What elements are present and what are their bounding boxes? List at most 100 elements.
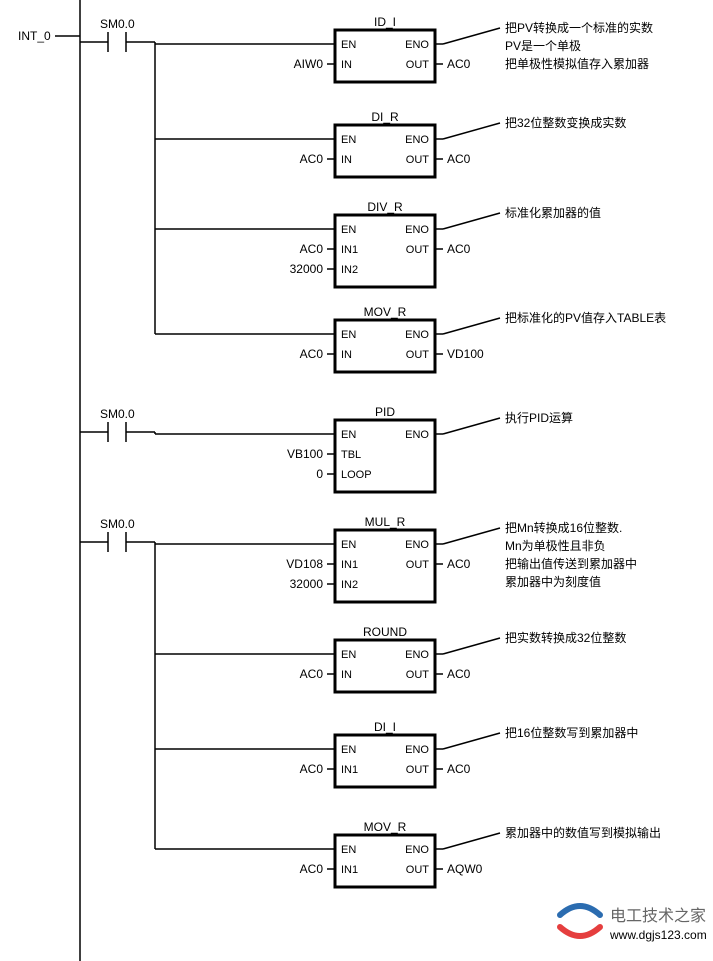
comment-text: 把16位整数写到累加器中 xyxy=(505,725,638,740)
port-right-name: OUT xyxy=(406,59,430,71)
port-right-value: AC0 xyxy=(447,242,471,256)
comment-text: 把输出值传送到累加器中 xyxy=(505,556,637,571)
port-left-name: EN xyxy=(341,844,356,856)
function-block xyxy=(335,640,435,692)
port-left-value: AC0 xyxy=(300,862,324,876)
comment-text: 累加器中为刻度值 xyxy=(505,574,601,589)
comment-text: 标准化累加器的值 xyxy=(505,205,601,220)
function-block xyxy=(335,835,435,887)
port-right-name: OUT xyxy=(406,349,430,361)
port-right-name: ENO xyxy=(405,744,429,756)
function-block xyxy=(335,125,435,177)
port-left-name: IN1 xyxy=(341,244,358,256)
port-left-value: AC0 xyxy=(300,762,324,776)
port-right-name: OUT xyxy=(406,559,430,571)
port-right-value: AC0 xyxy=(447,557,471,571)
port-left-name: TBL xyxy=(341,449,361,461)
port-left-value: AIW0 xyxy=(294,57,324,71)
port-left-name: EN xyxy=(341,224,356,236)
watermark-url: www.dgjs123.com xyxy=(609,928,707,942)
port-left-value: 32000 xyxy=(290,262,324,276)
port-left-name: IN xyxy=(341,669,352,681)
comment-text: 执行PID运算 xyxy=(505,410,573,425)
comment-leader xyxy=(443,833,500,849)
contact-label: SM0.0 xyxy=(100,17,135,31)
comment-text: Mn为单极性且非负 xyxy=(505,539,606,553)
port-right-name: ENO xyxy=(405,329,429,341)
block-title: MOV_R xyxy=(364,820,407,834)
port-left-name: EN xyxy=(341,539,356,551)
comment-leader xyxy=(443,318,500,334)
block-title: MOV_R xyxy=(364,305,407,319)
comment-text: 把实数转换成32位整数 xyxy=(505,630,626,645)
port-right-name: ENO xyxy=(405,39,429,51)
port-left-value: AC0 xyxy=(300,152,324,166)
port-right-name: ENO xyxy=(405,429,429,441)
port-left-value: AC0 xyxy=(300,347,324,361)
port-right-name: OUT xyxy=(406,764,430,776)
port-left-name: IN1 xyxy=(341,764,358,776)
port-left-name: EN xyxy=(341,429,356,441)
function-block xyxy=(335,320,435,372)
comment-leader xyxy=(443,28,500,44)
port-left-value: VB100 xyxy=(287,447,323,461)
watermark-logo xyxy=(560,906,600,915)
comment-text: 把单极性模拟值存入累加器 xyxy=(505,56,649,71)
port-left-name: IN xyxy=(341,154,352,166)
port-right-value: AQW0 xyxy=(447,862,483,876)
port-left-name: IN2 xyxy=(341,579,358,591)
function-block xyxy=(335,735,435,787)
comment-leader xyxy=(443,418,500,434)
port-right-name: ENO xyxy=(405,224,429,236)
comment-leader xyxy=(443,528,500,544)
block-title: PID xyxy=(375,405,395,419)
port-left-name: IN xyxy=(341,59,352,71)
block-title: MUL_R xyxy=(365,515,406,529)
port-left-name: IN xyxy=(341,349,352,361)
port-right-name: OUT xyxy=(406,669,430,681)
port-left-value: AC0 xyxy=(300,242,324,256)
comment-leader xyxy=(443,123,500,139)
block-title: DIV_R xyxy=(367,200,403,214)
port-right-name: ENO xyxy=(405,649,429,661)
comment-leader xyxy=(443,733,500,749)
port-left-name: IN2 xyxy=(341,264,358,276)
port-left-name: EN xyxy=(341,744,356,756)
port-left-value: 32000 xyxy=(290,577,324,591)
comment-text: 把Mn转换成16位整数. xyxy=(505,520,622,535)
comment-text: 把标准化的PV值存入TABLE表 xyxy=(505,310,666,325)
port-left-name: EN xyxy=(341,134,356,146)
port-right-name: ENO xyxy=(405,844,429,856)
contact-label: SM0.0 xyxy=(100,407,135,421)
block-title: ID_I xyxy=(374,15,396,29)
port-left-name: IN1 xyxy=(341,864,358,876)
port-left-name: EN xyxy=(341,649,356,661)
port-right-name: OUT xyxy=(406,864,430,876)
function-block xyxy=(335,30,435,82)
comment-text: 把PV转换成一个标准的实数 xyxy=(505,20,653,35)
comment-leader xyxy=(443,638,500,654)
port-right-value: AC0 xyxy=(447,57,471,71)
watermark-text: 电工技术之家 xyxy=(610,907,706,925)
port-left-name: EN xyxy=(341,39,356,51)
port-left-value: 0 xyxy=(316,467,323,481)
port-left-value: VD108 xyxy=(286,557,323,571)
ladder-diagram: INT_0 SM0.0 ID_I EN IN AIW0 ENO OUT AC0 把PV转换成一个标… xyxy=(0,0,713,961)
port-right-name: OUT xyxy=(406,244,430,256)
port-right-name: ENO xyxy=(405,134,429,146)
port-left-value: AC0 xyxy=(300,667,324,681)
block-title: DI_R xyxy=(371,110,399,124)
port-right-value: VD100 xyxy=(447,347,484,361)
block-title: DI_I xyxy=(374,720,396,734)
port-right-value: AC0 xyxy=(447,152,471,166)
comment-text: 累加器中的数值写到模拟输出 xyxy=(505,825,661,840)
comment-leader xyxy=(443,213,500,229)
routine-label: INT_0 xyxy=(18,29,51,43)
port-right-value: AC0 xyxy=(447,667,471,681)
port-left-name: EN xyxy=(341,329,356,341)
comment-text: PV是一个单极 xyxy=(505,39,581,53)
comment-text: 把32位整数变换成实数 xyxy=(505,115,626,130)
block-title: ROUND xyxy=(363,625,407,639)
watermark-logo xyxy=(560,927,600,936)
port-right-value: AC0 xyxy=(447,762,471,776)
